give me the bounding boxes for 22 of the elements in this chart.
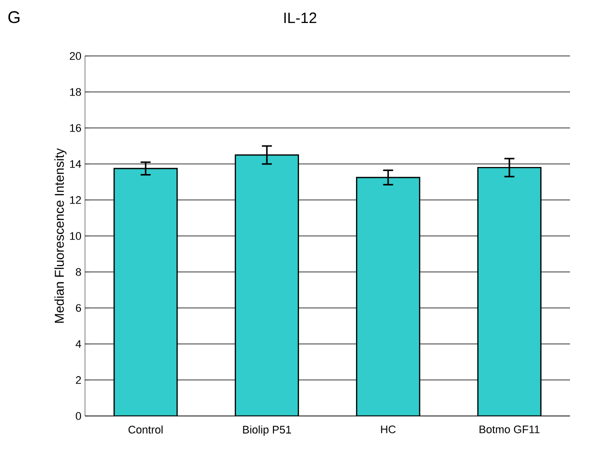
y-tick-label: 6 — [76, 304, 82, 312]
y-tick-label: 16 — [70, 124, 81, 132]
bar — [477, 166, 542, 416]
x-tick-label: Biolip P51 — [243, 426, 292, 436]
y-tick-label: 10 — [70, 232, 82, 240]
y-tick-label: 8 — [76, 268, 82, 276]
bar — [356, 176, 420, 416]
y-tick-label: 14 — [70, 160, 82, 168]
y-tick-label: 20 — [70, 52, 82, 60]
y-tick-label: 18 — [70, 88, 81, 96]
x-tick-label: HC — [381, 426, 396, 434]
y-tick-label: 0 — [76, 412, 82, 420]
x-tick-label: Control — [128, 426, 163, 434]
y-tick-label: 2 — [76, 376, 81, 384]
chart-title: IL-12 — [284, 12, 316, 23]
y-axis-title: Median Fluorescence Intensity — [54, 148, 66, 323]
bar — [114, 168, 178, 416]
text: G — [8, 11, 20, 24]
bar — [234, 154, 299, 416]
y-tick-label: 12 — [70, 196, 81, 204]
y-tick-label: 4 — [76, 340, 82, 348]
x-tick-label: Botmo GF11 — [480, 426, 540, 434]
